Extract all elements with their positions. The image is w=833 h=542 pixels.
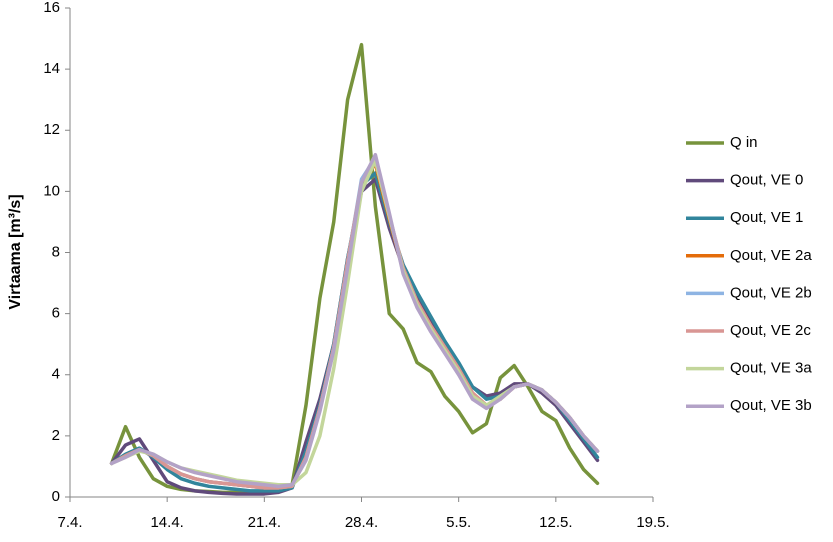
y-tick-label: 14 — [43, 60, 60, 77]
y-tick-label: 0 — [52, 488, 60, 505]
series-line — [109, 42, 600, 495]
legend-label: Q in — [730, 134, 758, 151]
y-tick-label: 4 — [52, 366, 60, 383]
series-line — [109, 156, 600, 490]
y-tick-label: 2 — [52, 427, 60, 444]
x-tick-label: 7.4. — [57, 514, 82, 531]
legend-label: Qout, VE 3b — [730, 397, 812, 414]
legend-label: Qout, VE 0 — [730, 172, 803, 189]
legend-label: Qout, VE 2c — [730, 322, 811, 339]
x-tick-label: 12.5. — [539, 514, 572, 531]
x-tick-label: 28.4. — [345, 514, 378, 531]
y-tick-label: 12 — [43, 121, 60, 138]
x-tick-label: 19.5. — [636, 514, 669, 531]
legend-label: Qout, VE 2b — [730, 284, 812, 301]
x-tick-label: 21.4. — [248, 514, 281, 531]
y-tick-label: 16 — [43, 0, 60, 16]
x-tick-label: 14.4. — [150, 514, 183, 531]
series-line — [109, 152, 600, 489]
y-tick-label: 6 — [52, 305, 60, 322]
legend-label: Qout, VE 2a — [730, 247, 812, 264]
legend-label: Qout, VE 3a — [730, 360, 812, 377]
y-tick-label: 8 — [52, 243, 60, 260]
x-tick-label: 5.5. — [446, 514, 471, 531]
y-axis-label: Virtaama [m³/s] — [7, 194, 24, 309]
legend-label: Qout, VE 1 — [730, 209, 803, 226]
series-line — [109, 159, 600, 487]
y-tick-label: 10 — [43, 182, 60, 199]
